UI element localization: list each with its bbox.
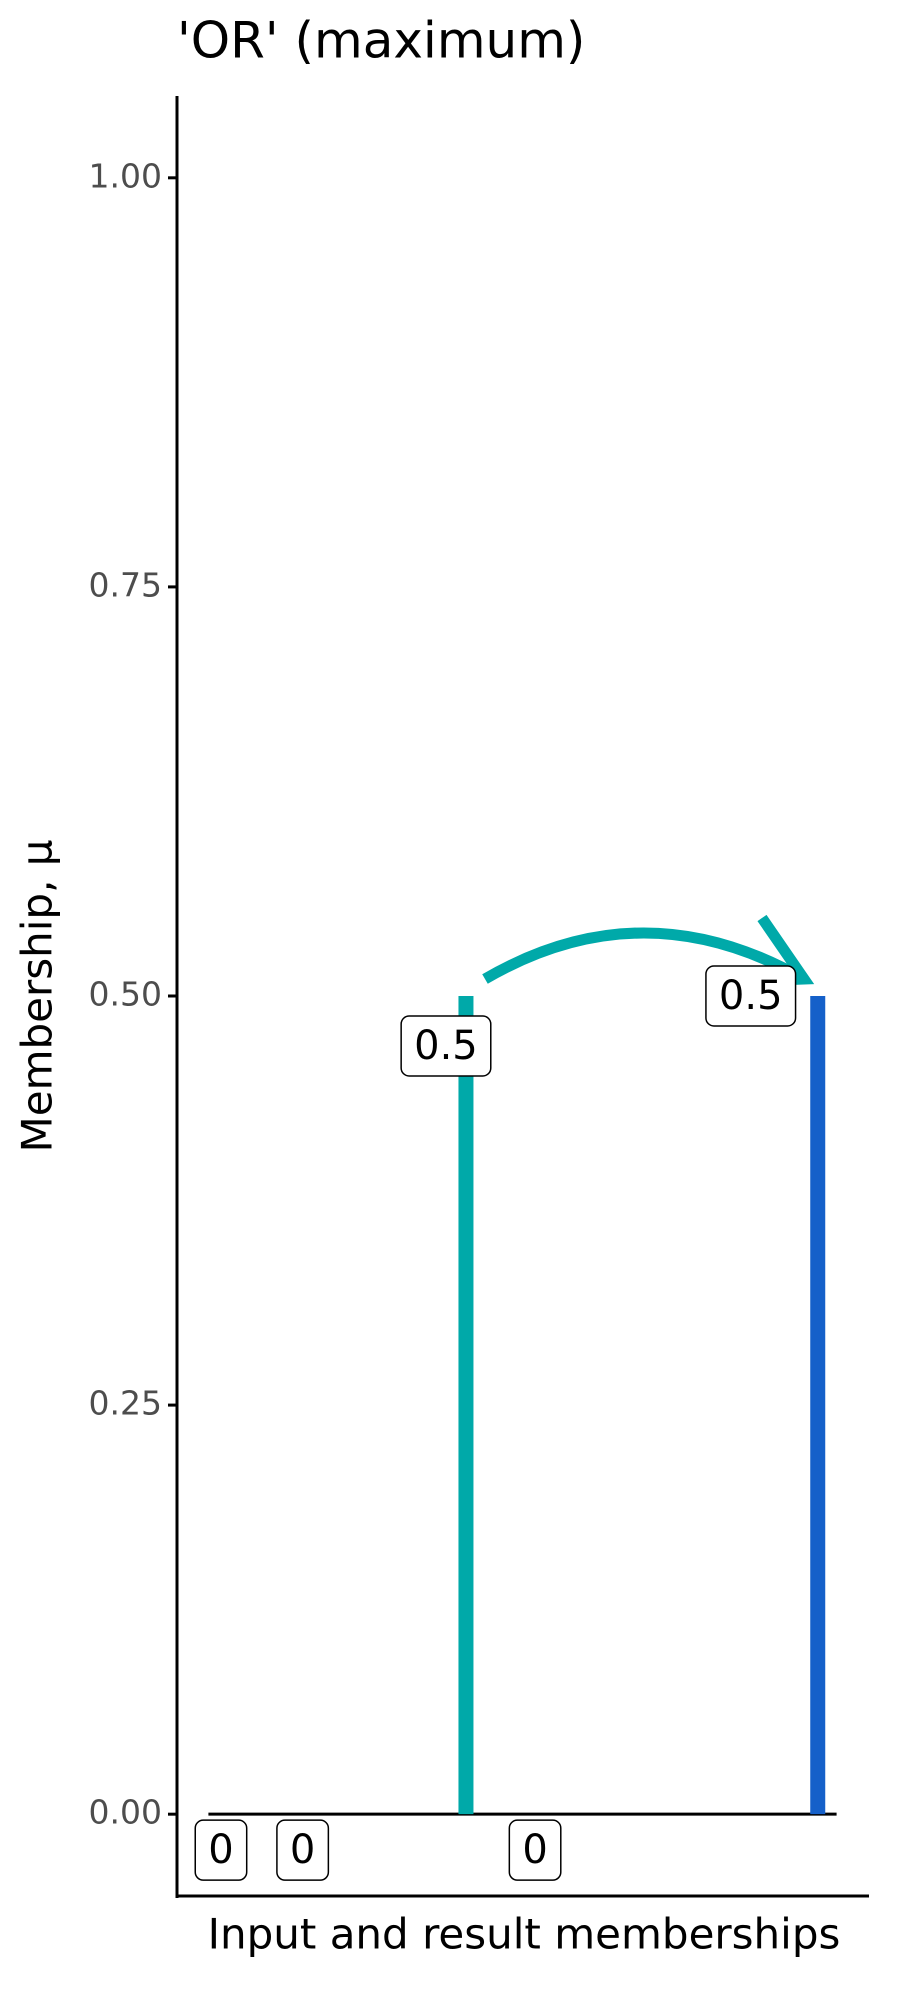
chart-title: 'OR' (maximum) (177, 12, 585, 70)
y-tick-label: 0.25 (89, 1384, 162, 1423)
y-axis-label: Membership, μ (13, 839, 62, 1152)
x-axis-label: Input and result memberships (208, 1910, 841, 1959)
value-label: 0.5 (400, 1015, 492, 1077)
value-label-text: 0 (208, 1827, 233, 1873)
value-label-box (276, 1819, 330, 1881)
value-label-text: 0 (522, 1827, 547, 1873)
y-tick-label: 0.75 (89, 565, 162, 604)
value-label-box (194, 1819, 248, 1881)
value-label: 0.5 (705, 965, 797, 1027)
value-label-box (705, 965, 797, 1027)
value-label-text: 0.5 (414, 1023, 478, 1069)
arrow-curve (482, 927, 807, 984)
value-label-text: 0 (290, 1827, 315, 1873)
value-label-box (508, 1819, 562, 1881)
y-tick-label: 0.50 (89, 975, 162, 1014)
y-tick-label: 1.00 (89, 156, 162, 195)
value-label-box (400, 1015, 492, 1077)
value-label: 0 (194, 1819, 248, 1881)
value-label-text: 0.5 (719, 973, 783, 1019)
value-label: 0 (508, 1819, 562, 1881)
y-tick-label: 0.00 (89, 1793, 162, 1832)
value-label: 0 (276, 1819, 330, 1881)
